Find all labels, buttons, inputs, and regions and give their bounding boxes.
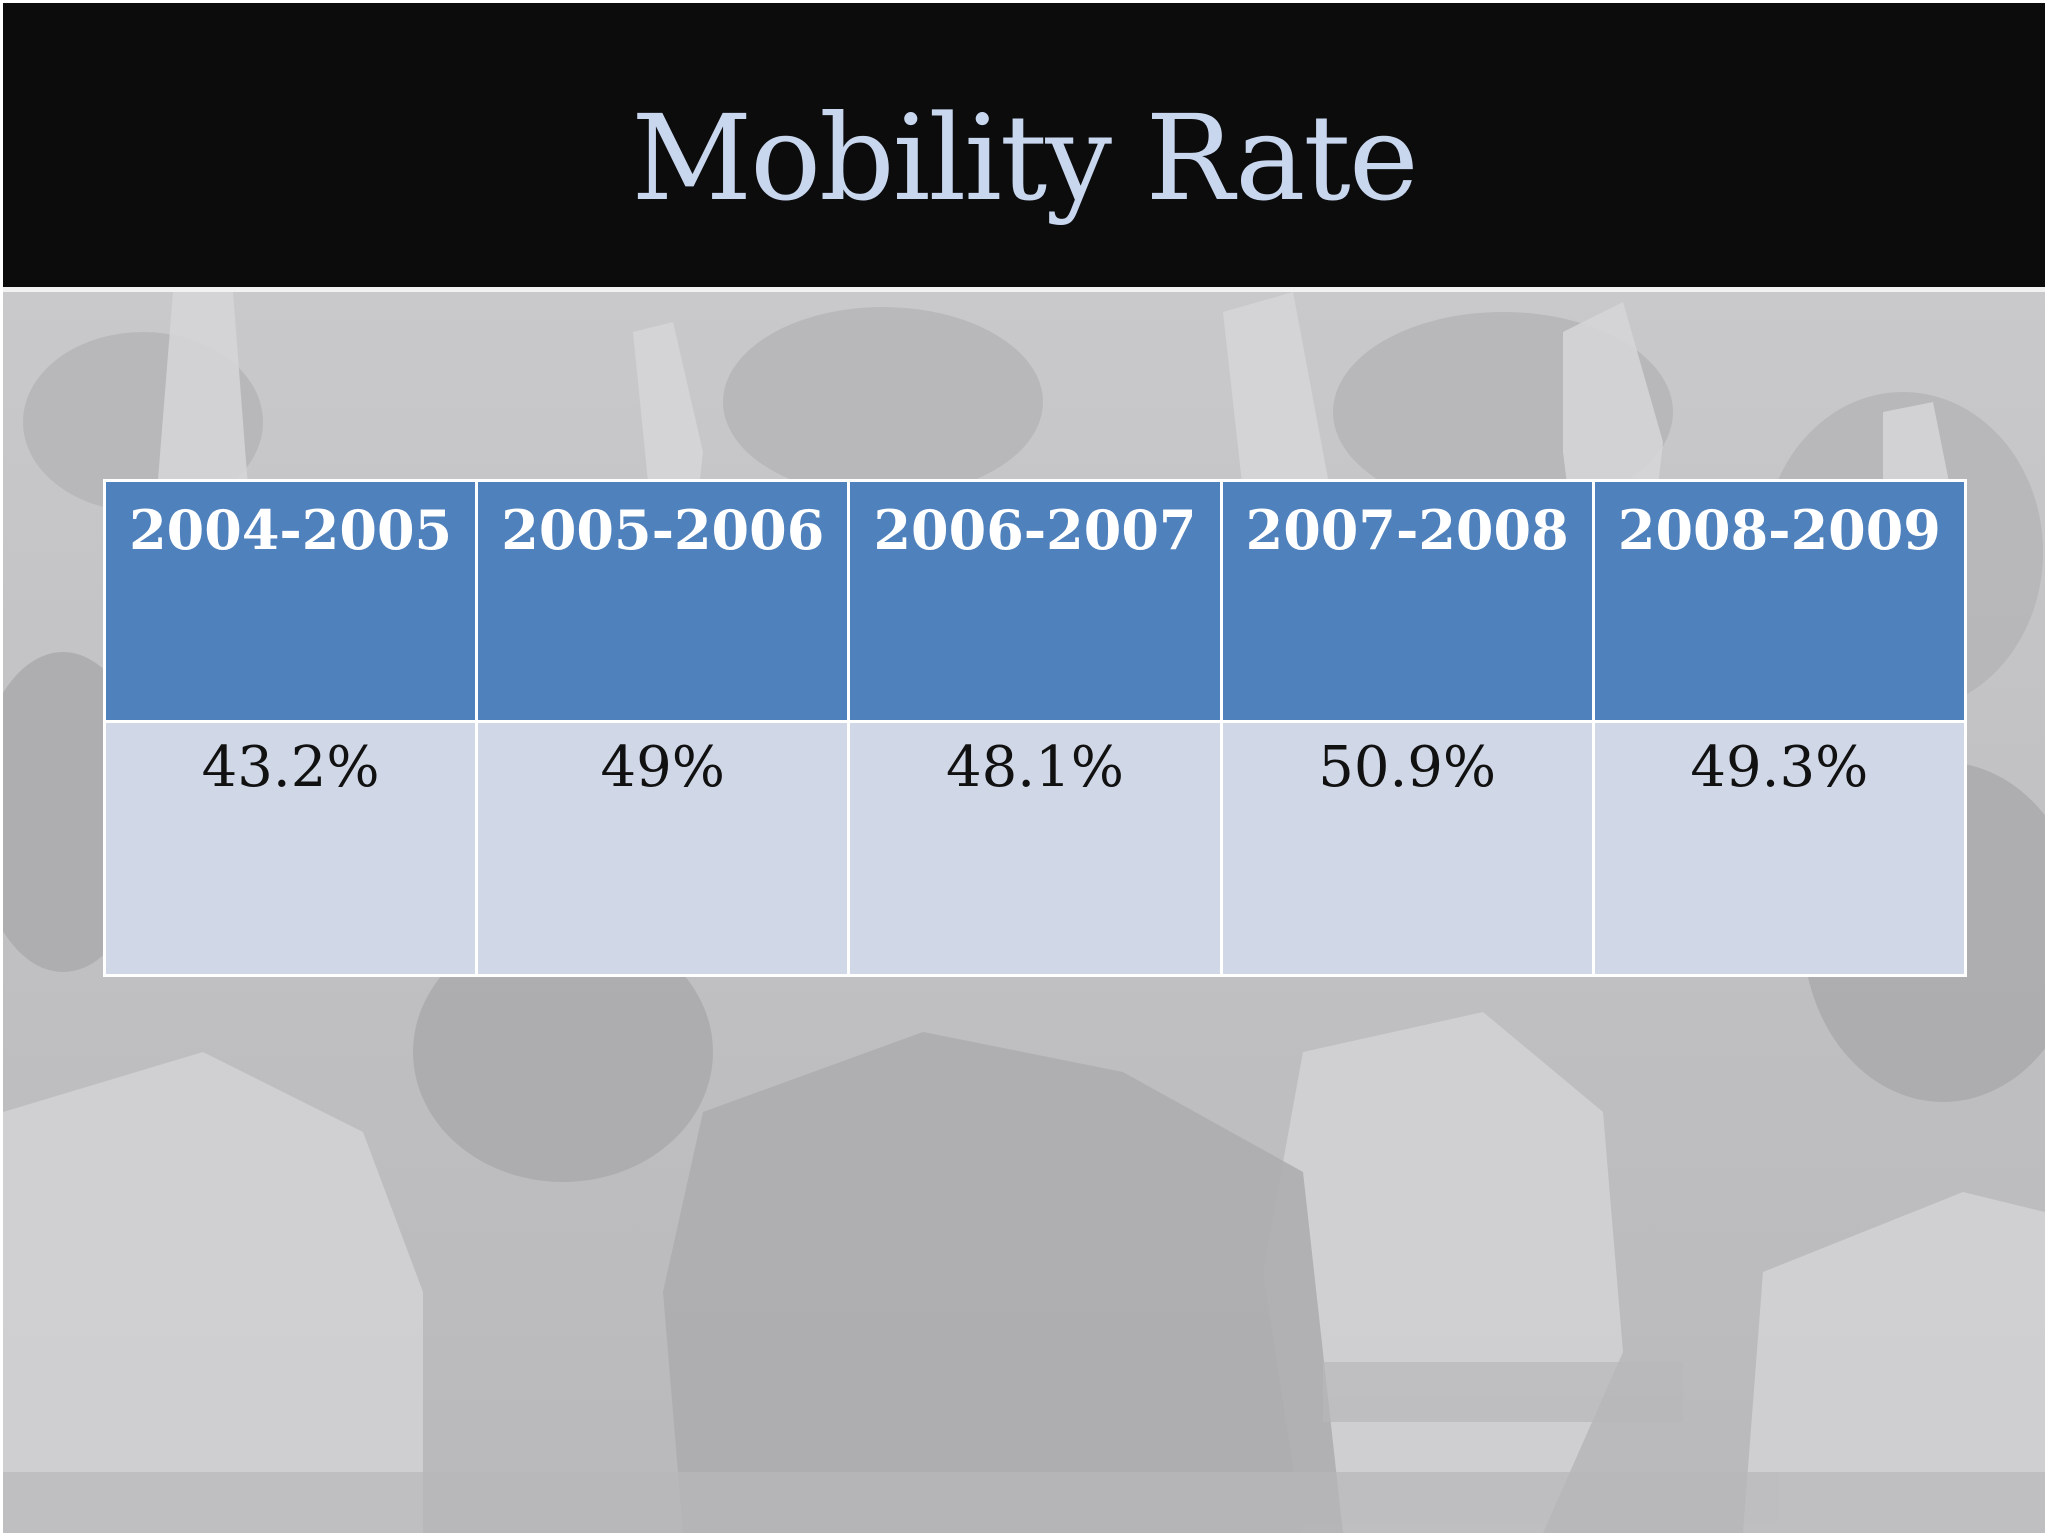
year-header-cell: 2006-2007	[847, 478, 1223, 724]
slide-title: Mobility Rate	[631, 89, 1418, 227]
mobility-rate-table: 2004-2005 2005-2006 2006-2007 2007-2008 …	[102, 478, 1968, 977]
rate-value-cell: 49.3%	[1591, 720, 1968, 977]
year-header-cell: 2004-2005	[102, 478, 479, 724]
rate-value-cell: 50.9%	[1219, 720, 1595, 977]
rate-value-cell: 48.1%	[847, 720, 1223, 977]
slide: Mobility Rate	[3, 3, 2045, 1533]
rate-value-cell: 49%	[475, 720, 851, 977]
table-value-row: 43.2% 49% 48.1% 50.9% 49.3%	[102, 720, 1968, 977]
table-header-row: 2004-2005 2005-2006 2006-2007 2007-2008 …	[102, 478, 1968, 724]
year-header-cell: 2007-2008	[1219, 478, 1595, 724]
rate-value-cell: 43.2%	[102, 720, 479, 977]
year-header-cell: 2008-2009	[1591, 478, 1968, 724]
year-header-cell: 2005-2006	[475, 478, 851, 724]
title-divider	[3, 287, 2045, 292]
title-band: Mobility Rate	[3, 3, 2045, 287]
